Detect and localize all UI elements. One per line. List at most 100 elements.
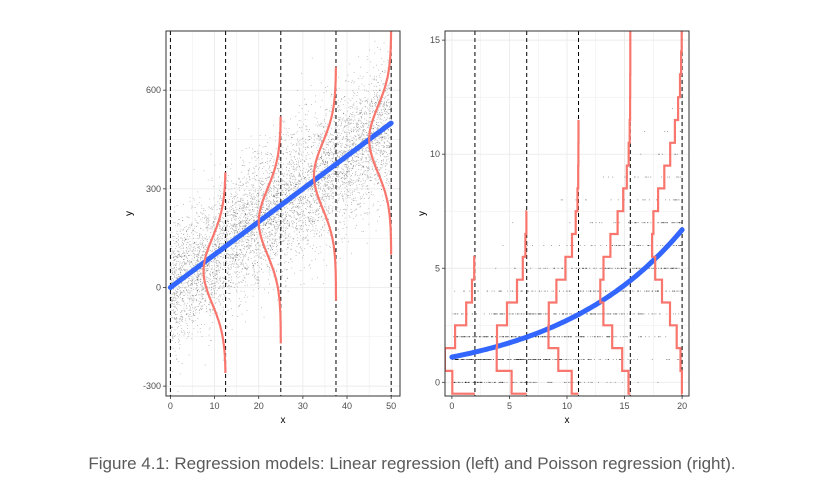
data-point <box>296 169 297 171</box>
data-point <box>318 136 319 138</box>
data-point <box>241 252 243 254</box>
data-point <box>277 193 278 195</box>
data-point <box>193 313 194 315</box>
data-point <box>232 215 233 217</box>
data-point <box>203 246 205 248</box>
data-point <box>355 208 357 210</box>
data-point <box>336 156 338 158</box>
data-point <box>196 284 197 286</box>
data-point <box>262 205 264 207</box>
data-point <box>257 282 259 284</box>
data-point <box>383 152 384 154</box>
data-point <box>303 196 304 198</box>
data-point <box>265 222 267 223</box>
data-point <box>356 187 358 188</box>
data-point <box>332 206 334 208</box>
data-point <box>197 279 199 280</box>
data-point <box>242 255 244 257</box>
data-point <box>378 170 380 171</box>
data-point <box>290 178 292 179</box>
data-point <box>258 168 260 170</box>
data-point <box>297 202 299 204</box>
data-point <box>206 220 208 222</box>
data-point <box>264 182 265 184</box>
data-point <box>367 168 369 169</box>
data-point <box>344 96 346 97</box>
data-point <box>362 178 364 180</box>
data-point <box>200 278 202 280</box>
data-point <box>336 138 338 139</box>
data-point <box>221 286 223 288</box>
data-point <box>327 162 328 164</box>
data-point <box>175 322 177 324</box>
data-point <box>256 248 258 250</box>
data-point <box>209 310 211 312</box>
data-point <box>172 251 174 253</box>
data-point <box>286 254 288 256</box>
data-point <box>187 253 188 254</box>
data-point <box>293 220 295 222</box>
data-point <box>214 285 216 287</box>
data-point <box>219 225 221 227</box>
data-point <box>326 152 328 154</box>
data-point <box>329 153 330 155</box>
data-point <box>346 158 348 160</box>
data-point <box>235 227 237 229</box>
data-point <box>233 216 235 218</box>
data-point <box>358 203 360 205</box>
data-point <box>229 215 231 216</box>
data-point <box>273 177 275 179</box>
data-point <box>337 194 338 196</box>
data-point <box>386 180 388 182</box>
data-point <box>325 191 326 193</box>
data-point <box>299 207 301 209</box>
data-point <box>326 144 328 146</box>
data-point <box>288 190 290 192</box>
data-point <box>238 305 240 307</box>
data-point <box>366 242 368 244</box>
data-point <box>215 267 217 268</box>
data-point <box>197 254 199 256</box>
data-point <box>267 209 268 211</box>
data-point <box>363 166 365 168</box>
data-point <box>254 227 256 228</box>
data-point <box>357 181 359 183</box>
data-point <box>232 253 233 255</box>
data-point <box>209 308 211 310</box>
data-point <box>191 224 193 225</box>
data-point <box>387 109 389 111</box>
data-point <box>172 309 174 311</box>
data-point <box>260 253 262 255</box>
data-point <box>203 208 205 209</box>
data-point <box>377 100 379 102</box>
data-point <box>301 197 303 199</box>
data-point <box>267 240 269 242</box>
data-point <box>228 223 230 224</box>
data-point <box>290 151 292 153</box>
data-point <box>315 228 317 229</box>
data-point <box>174 211 176 213</box>
data-point <box>199 257 201 259</box>
data-point <box>316 165 318 166</box>
data-point <box>370 145 372 147</box>
data-point <box>286 252 288 254</box>
data-point <box>229 232 231 234</box>
data-point <box>279 158 281 160</box>
data-point <box>305 224 306 225</box>
data-point <box>270 186 271 188</box>
data-point <box>194 257 195 259</box>
data-point <box>190 287 192 289</box>
data-point <box>284 254 286 256</box>
data-point <box>288 221 290 223</box>
data-point <box>356 163 358 165</box>
data-point <box>213 224 215 226</box>
data-point <box>326 123 328 125</box>
data-point <box>298 207 299 209</box>
data-point <box>274 203 275 205</box>
data-point <box>391 149 392 151</box>
data-point <box>228 257 230 259</box>
data-point <box>376 64 377 66</box>
data-point <box>255 215 257 217</box>
data-point <box>233 212 235 213</box>
data-point <box>292 237 294 239</box>
